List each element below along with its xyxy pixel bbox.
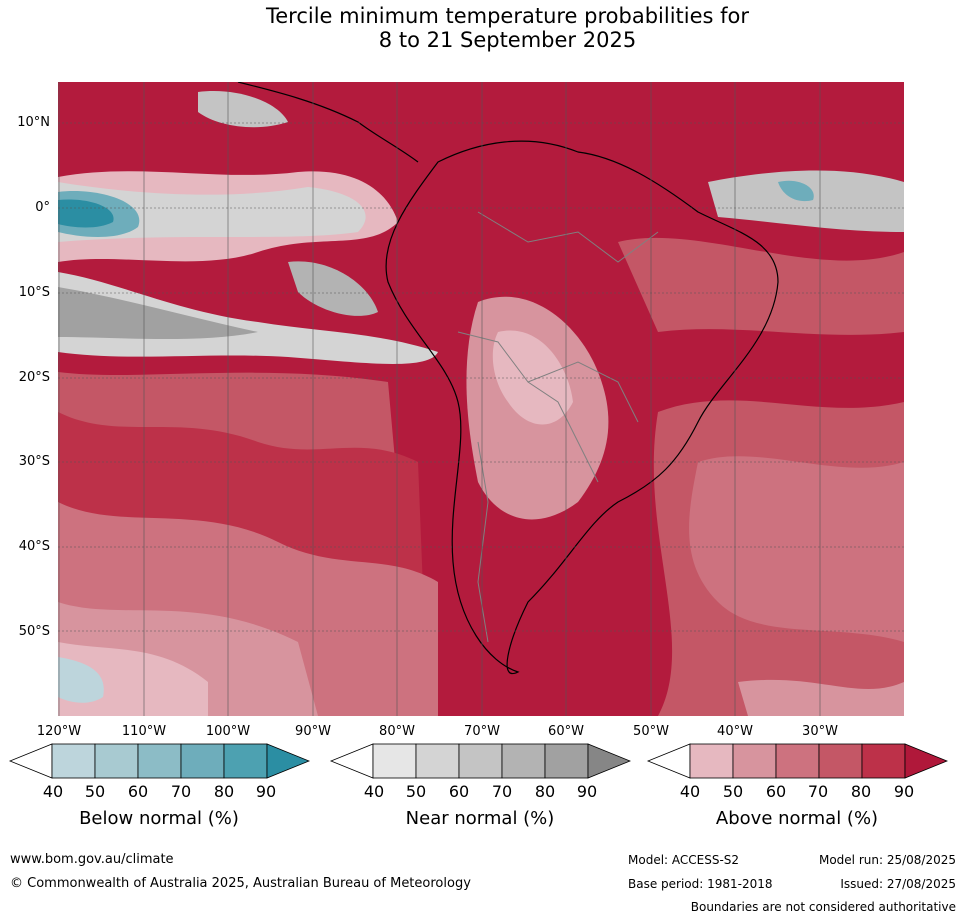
legend-above-normal (646, 743, 948, 779)
near-60-region-north-atlantic (708, 170, 904, 232)
legend-near-start-triangle (329, 743, 374, 779)
above-60-region-atlantic (689, 456, 904, 642)
legend-below-start-triangle (8, 743, 53, 779)
legend-below-swatches (8, 743, 310, 779)
lon-label-70w: 70°W (464, 724, 500, 739)
lon-label-40w: 40°W (717, 724, 753, 739)
legend-near-swatch (544, 743, 589, 779)
legend-near-tick: 80 (534, 782, 556, 801)
lat-label-40s: 40°S (18, 539, 50, 554)
legend-near-tick: 70 (491, 782, 513, 801)
legend-above-tick: 70 (807, 782, 829, 801)
lon-label-80w: 80°W (379, 724, 415, 739)
legend-above-tick: 50 (722, 782, 744, 801)
near-70-region-galapagos (288, 261, 378, 316)
website-link[interactable]: www.bom.gov.au/climate (10, 852, 174, 867)
lon-label-100w: 100°W (205, 724, 251, 739)
legend-near-tick: 60 (448, 782, 470, 801)
legend-above-swatch (775, 743, 820, 779)
legend-above-tick: 40 (679, 782, 701, 801)
legend-above-tick: 60 (765, 782, 787, 801)
legend-near-title: Near normal (%) (405, 808, 555, 829)
chart-title: Tercile minimum temperature probabilitie… (0, 4, 965, 52)
legend-above-tick: 80 (850, 782, 872, 801)
legend-near-normal (329, 743, 631, 779)
legend-near-tick: 90 (576, 782, 598, 801)
legend-near-swatch (501, 743, 546, 779)
disclaimer-text: Boundaries are not considered authoritat… (690, 900, 956, 914)
title-line-1: Tercile minimum temperature probabilitie… (265, 4, 750, 28)
base-period-text: Base period: 1981-2018 (628, 877, 773, 891)
south-america-coastline (385, 140, 779, 675)
legend-below-swatch (180, 743, 225, 779)
legend-above-swatch (689, 743, 734, 779)
border-andean (457, 331, 599, 483)
legend-below-tick: 80 (213, 782, 235, 801)
meridians (58, 82, 821, 716)
legend-above-swatch (732, 743, 777, 779)
lon-label-110w: 110°W (121, 724, 167, 739)
legend-below-swatch (51, 743, 96, 779)
map-canvas (58, 82, 904, 716)
legend-below-tick: 70 (170, 782, 192, 801)
legend-above-title: Above normal (%) (715, 808, 879, 829)
lon-label-30w: 30°W (802, 724, 838, 739)
lon-label-90w: 90°W (295, 724, 331, 739)
legend-near-tick: 50 (405, 782, 427, 801)
legend-below-normal (8, 743, 310, 779)
model-text: Model: ACCESS-S2 (628, 853, 740, 867)
border-northern (477, 211, 659, 263)
gridlines (58, 122, 904, 632)
near-normal-band-southern (58, 272, 438, 364)
issued-text: Issued: 27/08/2025 (840, 877, 956, 891)
legend-near-swatches (329, 743, 631, 779)
legend-below-tick: 90 (255, 782, 277, 801)
legend-below-tick: 50 (84, 782, 106, 801)
below-40-patch-southwest (58, 657, 104, 703)
legend-near-swatch (372, 743, 417, 779)
lat-label-30s: 30°S (18, 454, 50, 469)
legend-near-swatch (415, 743, 460, 779)
legend-below-swatch (137, 743, 182, 779)
below-90-region-equatorial (58, 199, 114, 228)
lon-label-120w: 120°W (36, 724, 82, 739)
title-line-2: 8 to 21 September 2025 (378, 28, 637, 52)
legend-below-tick: 60 (127, 782, 149, 801)
legend-above-tick: 90 (893, 782, 915, 801)
lat-label-10n: 10°N (17, 115, 50, 130)
lon-label-60w: 60°W (548, 724, 584, 739)
lat-label-10s: 10°S (18, 285, 50, 300)
legend-above-end-triangle (904, 743, 948, 779)
legend-below-title: Below normal (%) (79, 808, 239, 829)
legend-above-swatches (646, 743, 948, 779)
above-50-region-south-atlantic (738, 679, 904, 716)
legend-above-swatch (861, 743, 906, 779)
legend-below-swatch (94, 743, 139, 779)
lat-label-50s: 50°S (18, 624, 50, 639)
legend-near-swatch (458, 743, 503, 779)
below-70-patch-atlantic (778, 180, 814, 202)
lon-label-50w: 50°W (633, 724, 669, 739)
legend-near-tick: 40 (363, 782, 385, 801)
legend-above-start-triangle (646, 743, 691, 779)
lat-label-20s: 20°S (18, 370, 50, 385)
near-80-region-pacific (58, 287, 258, 340)
above-40-region-chaco (492, 330, 573, 425)
probability-map (58, 82, 904, 716)
above-70-region-equatorial-atlantic (618, 237, 904, 335)
legend-near-end-triangle (587, 743, 631, 779)
copyright-text: © Commonwealth of Australia 2025, Austra… (10, 876, 471, 891)
model-run-text: Model run: 25/08/2025 (818, 853, 956, 867)
border-bolivia-brazil (527, 361, 639, 423)
border-chile-argentina (477, 441, 489, 643)
near-60-region-north-pacific (198, 91, 288, 128)
legend-below-swatch (223, 743, 268, 779)
lat-label-equator: 0° (35, 200, 50, 215)
legend-above-swatch (818, 743, 863, 779)
legend-below-end-triangle (266, 743, 310, 779)
legend-below-tick: 40 (42, 782, 64, 801)
